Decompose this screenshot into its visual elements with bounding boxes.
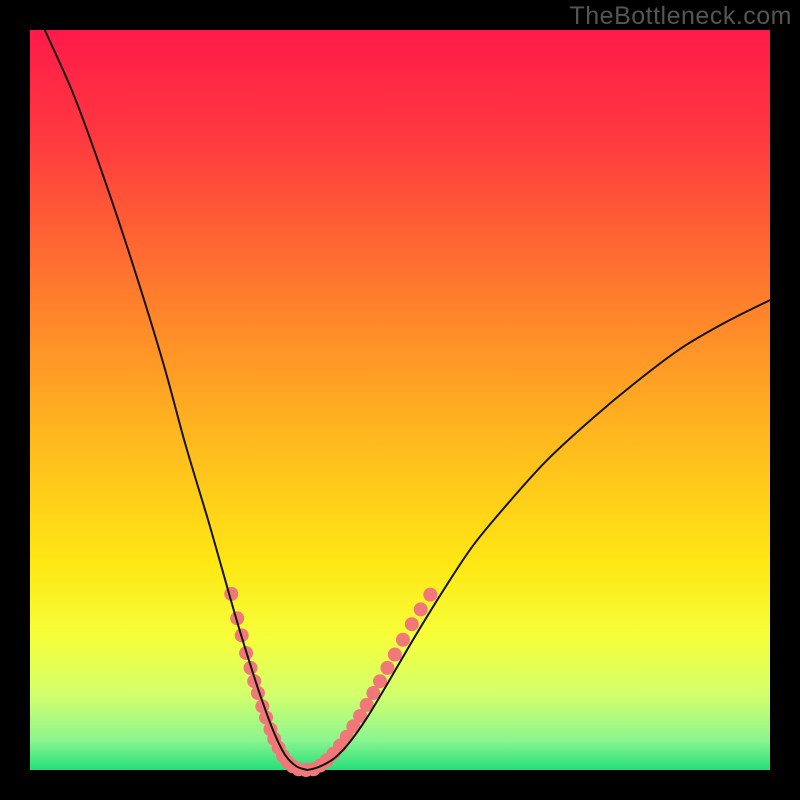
data-marker [423,588,437,602]
data-marker [405,617,419,631]
data-marker [380,661,394,675]
data-marker [414,602,428,616]
plot-area [30,30,770,770]
data-marker [396,633,410,647]
data-marker [388,648,402,662]
chart-svg [30,30,770,770]
watermark-text: TheBottleneck.com [570,2,793,31]
